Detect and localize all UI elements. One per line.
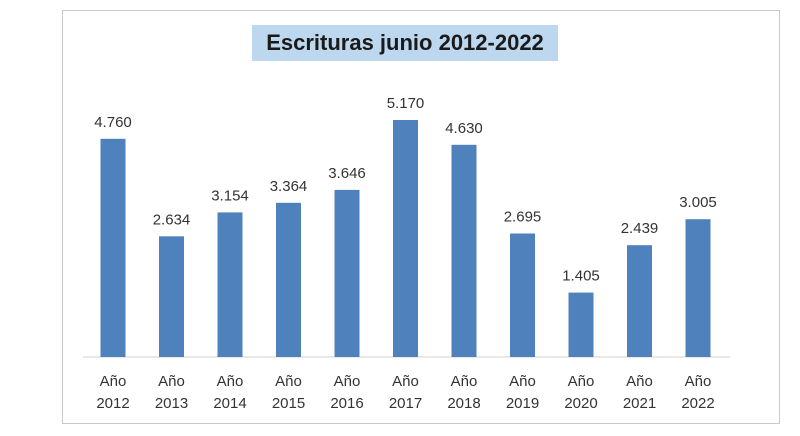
bar-2020: [568, 292, 594, 357]
tick-label-2018: Año 2018: [447, 373, 480, 412]
tick-label-year: 2014: [213, 395, 246, 412]
tick-label-2012: Año 2012: [96, 373, 129, 412]
bar-2019: [510, 233, 535, 357]
tick-label-word: Año: [392, 373, 419, 390]
tick-label-year: 2019: [506, 395, 539, 412]
value-label-2017: 5.170: [387, 95, 425, 112]
value-label-2021: 2.439: [621, 220, 659, 237]
tick-label-2013: Año 2013: [155, 373, 188, 412]
tick-label-word: Año: [451, 373, 478, 390]
tick-label-2015: Año 2015: [272, 373, 305, 412]
value-label-2014: 3.154: [211, 187, 249, 204]
value-label-2012: 4.760: [94, 114, 132, 131]
value-label-2016: 3.646: [328, 165, 366, 182]
tick-label-2019: Año 2019: [506, 373, 539, 412]
tick-label-2017: Año 2017: [389, 373, 422, 412]
tick-labels-group: Año 2012 Año 2013 Año 2014 Año 2015 Año 2016 Año 20…: [96, 373, 714, 412]
tick-label-word: Año: [509, 373, 536, 390]
tick-label-year: 2022: [681, 395, 714, 412]
tick-label-word: Año: [100, 373, 127, 390]
tick-label-year: 2020: [564, 395, 597, 412]
tick-label-year: 2012: [96, 395, 129, 412]
chart-title: Escrituras junio 2012-2022: [252, 25, 558, 61]
tick-label-year: 2017: [389, 395, 422, 412]
tick-label-word: Año: [626, 373, 653, 390]
tick-label-2021: Año 2021: [623, 373, 656, 412]
tick-label-2022: Año 2022: [681, 373, 714, 412]
tick-label-2016: Año 2016: [330, 373, 363, 412]
value-label-2013: 2.634: [153, 211, 191, 228]
tick-label-word: Año: [158, 373, 185, 390]
tick-label-year: 2018: [447, 395, 480, 412]
tick-label-year: 2016: [330, 395, 363, 412]
tick-label-word: Año: [568, 373, 595, 390]
value-labels-group: 4.760 2.634 3.154 3.364 3.646 5.170 4.630 2.695…: [94, 95, 717, 285]
bar-2013: [159, 236, 184, 357]
tick-label-2020: Año 2020: [564, 373, 597, 412]
bar-2015: [276, 202, 301, 357]
bar-2014: [217, 212, 243, 357]
bar-2018: [451, 144, 477, 357]
tick-label-word: Año: [334, 373, 361, 390]
tick-label-2014: Año 2014: [213, 373, 246, 412]
tick-label-word: Año: [275, 373, 302, 390]
bar-2016: [334, 189, 360, 357]
value-label-2020: 1.405: [562, 268, 600, 285]
tick-label-year: 2015: [272, 395, 305, 412]
bar-2021: [627, 245, 652, 357]
tick-label-word: Año: [217, 373, 244, 390]
bar-2012: [100, 138, 126, 357]
tick-label-year: 2013: [155, 395, 188, 412]
tick-label-word: Año: [685, 373, 712, 390]
value-label-2018: 4.630: [445, 120, 483, 137]
bar-2022: [685, 219, 711, 357]
tick-label-year: 2021: [623, 395, 656, 412]
bar-2017: [393, 120, 418, 357]
value-label-2022: 3.005: [679, 194, 717, 211]
value-label-2015: 3.364: [270, 178, 308, 195]
bars-group: [100, 120, 711, 357]
value-label-2019: 2.695: [504, 209, 542, 226]
